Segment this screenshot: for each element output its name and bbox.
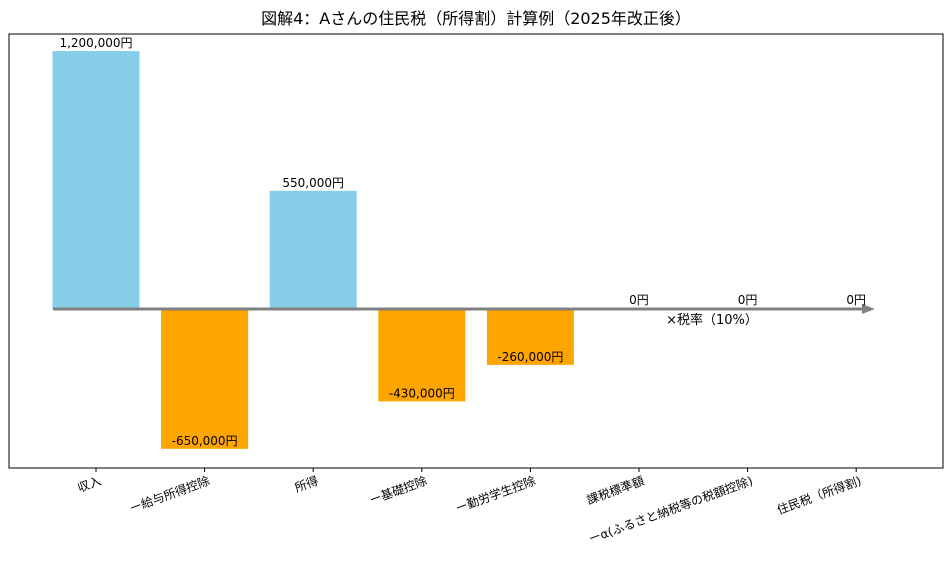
x-ticks-layer — [95, 468, 857, 472]
x-tick-label: 住民税（所得割) — [775, 473, 863, 517]
x-tick-label: 課税標準額 — [584, 473, 646, 508]
data-label: -260,000円 — [497, 350, 563, 364]
bar — [486, 309, 574, 365]
data-label: -650,000円 — [172, 434, 238, 448]
data-label: -430,000円 — [389, 386, 455, 400]
x-tick-label: ー勤労学生控除 — [453, 473, 537, 516]
bar — [52, 51, 140, 309]
plot-frame — [8, 33, 944, 469]
x-tick-labels-layer: 収入 ー給与所得控除 所得 ー基礎控除 ー勤労学生控除 課税標準額ーα(ふるさと納税等の税… — [76, 473, 864, 546]
x-tick-label: ー基礎控除 — [367, 473, 429, 508]
x-tick-label: 収入 — [76, 474, 103, 495]
x-tick-label: ー給与所得控除 — [128, 473, 212, 516]
tax-rate-annotation: ×税率（10%） — [666, 312, 758, 328]
bar — [161, 309, 249, 449]
bar — [378, 309, 466, 402]
value-labels-layer: 1,200,000円 -650,000円 550,000円 -430,000円 -260… — [59, 36, 866, 448]
data-label: 1,200,000円 — [59, 36, 132, 50]
bar — [269, 190, 357, 310]
zero-axis-arrowhead — [862, 304, 875, 314]
data-label: 0円 — [846, 293, 866, 307]
x-tick-label: 所得 — [293, 473, 321, 495]
data-label: 0円 — [738, 293, 758, 307]
chart-title: 図解4：Aさんの住民税（所得割）計算例（2025年改正後） — [261, 9, 691, 28]
data-label: 550,000円 — [282, 176, 344, 190]
zero-axis — [53, 304, 875, 314]
data-label: 0円 — [629, 293, 649, 307]
bars-layer — [52, 51, 574, 449]
